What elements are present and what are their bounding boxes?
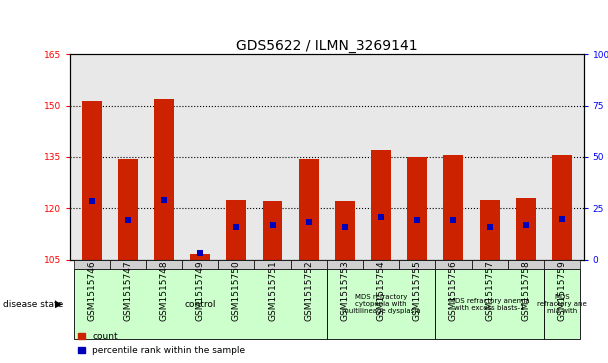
Bar bbox=[182, 260, 218, 269]
Point bbox=[232, 224, 241, 230]
Bar bbox=[226, 200, 246, 260]
Point bbox=[340, 224, 350, 230]
Bar bbox=[254, 260, 291, 269]
Point bbox=[268, 223, 277, 228]
Text: GSM1515749: GSM1515749 bbox=[196, 260, 205, 321]
Text: ▶: ▶ bbox=[55, 299, 63, 309]
Bar bbox=[516, 198, 536, 260]
Bar bbox=[407, 157, 427, 260]
Point bbox=[412, 217, 422, 223]
Bar bbox=[109, 260, 146, 269]
Bar bbox=[363, 260, 399, 269]
Text: GSM1515759: GSM1515759 bbox=[558, 260, 567, 321]
Bar bbox=[508, 260, 544, 269]
Text: MDS refractory anemia
with excess blasts-1: MDS refractory anemia with excess blasts… bbox=[449, 298, 530, 310]
Text: GSM1515752: GSM1515752 bbox=[304, 260, 313, 321]
Bar bbox=[435, 269, 544, 339]
Bar bbox=[327, 260, 363, 269]
Bar bbox=[190, 254, 210, 260]
Legend: count, percentile rank within the sample: count, percentile rank within the sample bbox=[74, 329, 249, 359]
Bar bbox=[335, 201, 355, 260]
Bar bbox=[81, 101, 102, 260]
Text: disease state: disease state bbox=[3, 299, 63, 309]
Text: GSM1515746: GSM1515746 bbox=[87, 260, 96, 321]
Bar bbox=[435, 260, 472, 269]
Point bbox=[376, 214, 386, 220]
Bar bbox=[74, 260, 109, 269]
Text: GSM1515756: GSM1515756 bbox=[449, 260, 458, 321]
Point bbox=[521, 223, 531, 228]
Bar bbox=[371, 150, 391, 260]
Bar bbox=[299, 159, 319, 260]
Bar bbox=[552, 155, 572, 260]
Bar bbox=[154, 99, 174, 260]
Text: GSM1515751: GSM1515751 bbox=[268, 260, 277, 321]
Bar bbox=[74, 269, 327, 339]
Title: GDS5622 / ILMN_3269141: GDS5622 / ILMN_3269141 bbox=[236, 40, 418, 53]
Point bbox=[557, 216, 567, 221]
Bar bbox=[146, 260, 182, 269]
Point bbox=[195, 250, 205, 256]
Bar bbox=[327, 269, 435, 339]
Text: control: control bbox=[184, 299, 216, 309]
Text: GSM1515758: GSM1515758 bbox=[521, 260, 530, 321]
Bar bbox=[399, 260, 435, 269]
Text: GSM1515753: GSM1515753 bbox=[340, 260, 350, 321]
Point bbox=[304, 219, 314, 225]
Text: MDS refractory
cytopenia with
multilineage dysplasia: MDS refractory cytopenia with multilinea… bbox=[342, 294, 420, 314]
Text: GSM1515757: GSM1515757 bbox=[485, 260, 494, 321]
Text: GSM1515748: GSM1515748 bbox=[159, 260, 168, 321]
Bar bbox=[472, 260, 508, 269]
Bar bbox=[291, 260, 326, 269]
Text: MDS
refractory ane
mia with: MDS refractory ane mia with bbox=[537, 294, 587, 314]
Point bbox=[87, 199, 97, 204]
Text: GSM1515750: GSM1515750 bbox=[232, 260, 241, 321]
Point bbox=[449, 217, 458, 223]
Bar bbox=[118, 159, 138, 260]
Bar bbox=[443, 155, 463, 260]
Bar bbox=[218, 260, 254, 269]
Text: GSM1515755: GSM1515755 bbox=[413, 260, 422, 321]
Text: GSM1515754: GSM1515754 bbox=[376, 260, 385, 321]
Bar bbox=[544, 269, 580, 339]
Bar bbox=[480, 200, 500, 260]
Bar bbox=[544, 260, 580, 269]
Point bbox=[485, 224, 494, 230]
Text: GSM1515747: GSM1515747 bbox=[123, 260, 133, 321]
Point bbox=[123, 217, 133, 223]
Bar bbox=[263, 201, 283, 260]
Point bbox=[159, 197, 169, 203]
